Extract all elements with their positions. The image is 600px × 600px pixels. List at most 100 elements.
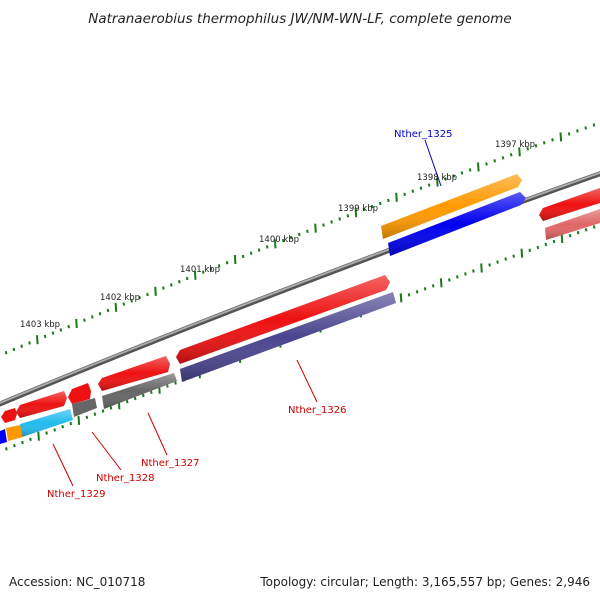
outer-scale-minor-tick — [387, 198, 390, 203]
outer-scale-major-tick — [518, 147, 521, 157]
label-nther-1328[interactable]: Nther_1328 — [96, 473, 154, 484]
outer-scale-minor-tick — [146, 292, 149, 297]
label-nther-1327[interactable]: Nther_1327 — [141, 458, 199, 469]
gene-labels: Nther_1325 Nther_1326 Nther_1327 Nther_1… — [47, 129, 452, 500]
outer-scale-minor-tick — [67, 325, 70, 329]
outer-scale-minor-tick — [12, 347, 16, 352]
outer-scale-major-tick — [193, 270, 197, 280]
outer-scale-major-tick — [154, 286, 157, 296]
inner-scale-minor-tick — [109, 406, 113, 410]
scale-label-1402: 1402 kbp — [100, 293, 140, 303]
topology-text: Topology: circular; Length: 3,165,557 bp… — [259, 575, 590, 589]
inner-scale-major-tick — [560, 234, 564, 244]
inner-scale-minor-tick — [552, 239, 556, 244]
gene-nther-1328-forward[interactable] — [68, 383, 91, 404]
outer-scale-minor-tick — [281, 239, 285, 243]
inner-scale-minor-tick — [568, 234, 572, 238]
outer-scale-minor-tick — [460, 171, 464, 175]
outer-scale-major-tick — [273, 239, 277, 249]
gene-gray-small[interactable] — [72, 398, 97, 417]
outer-scale-minor-tick — [330, 220, 333, 224]
inner-scale-minor-tick — [133, 396, 137, 401]
leader-nther-1326 — [296, 359, 318, 403]
inner-scale-minor-tick — [45, 431, 48, 435]
outer-scale-minor-tick — [170, 283, 173, 287]
outer-scale-minor-tick — [444, 177, 447, 181]
outer-scale-minor-tick — [468, 168, 472, 172]
outer-scale-minor-tick — [419, 186, 423, 190]
leader-nther-1329 — [52, 443, 74, 487]
outer-scale-minor-tick — [138, 296, 141, 300]
leader-nther-1328 — [91, 431, 122, 471]
outer-scale-minor-tick — [59, 328, 63, 332]
inner-scale-minor-tick — [21, 440, 24, 445]
inner-scale-minor-tick — [472, 269, 475, 273]
outer-scale-minor-tick — [584, 126, 587, 130]
inner-scale-minor-tick — [584, 228, 588, 232]
outer-scale-major-tick — [395, 192, 398, 202]
gene-leader-lines — [52, 139, 442, 487]
inner-scale-minor-tick — [142, 393, 145, 398]
inner-scale-major-tick — [37, 431, 40, 441]
outer-scale-major-tick — [477, 162, 480, 172]
scale-label-1399: 1399 kbp — [338, 204, 378, 214]
inner-scale-minor-tick — [448, 278, 451, 282]
gene-shading — [16, 174, 600, 437]
outer-scale-minor-tick — [403, 192, 406, 196]
inner-scale-minor-tick — [125, 400, 129, 404]
inner-scale-minor-tick — [150, 390, 153, 394]
outer-scale-minor-tick — [322, 223, 325, 227]
inner-scale-minor-tick — [423, 287, 427, 291]
scale-label-1398: 1398 kbp — [417, 173, 457, 183]
outer-scale-minor-tick — [379, 201, 382, 206]
map-title: Natranaerobius thermophilus JW/NM-WN-LF,… — [88, 11, 511, 27]
inner-scale-minor-tick — [13, 444, 16, 448]
outer-scale-minor-tick — [130, 299, 133, 303]
inner-scale-minor-tick — [512, 254, 515, 258]
outer-scale-minor-tick — [567, 132, 571, 136]
label-nther-1325[interactable]: Nther_1325 — [394, 129, 452, 140]
outer-scale-major-tick — [114, 302, 118, 312]
leader-nther-1325 — [424, 139, 442, 187]
outer-scale-minor-tick — [427, 183, 431, 187]
inner-scale-minor-tick — [101, 409, 105, 413]
scale-labels: 1397 kbp 1398 kbp 1399 kbp 1400 kbp 1401… — [20, 140, 535, 330]
outer-scale-minor-tick — [106, 308, 110, 313]
label-nther-1326[interactable]: Nther_1326 — [288, 405, 346, 416]
outer-scale-minor-tick — [452, 174, 455, 178]
outer-scale-minor-tick — [209, 267, 213, 271]
outer-scale-minor-tick — [592, 123, 596, 127]
outer-scale-minor-tick — [217, 264, 221, 268]
outer-scale-minor-tick — [362, 207, 366, 212]
label-nther-1329[interactable]: Nther_1329 — [47, 489, 105, 500]
inner-scale-major-tick — [439, 278, 443, 288]
outer-scale-minor-tick — [534, 144, 538, 148]
gene-forward-left-edge[interactable] — [1, 408, 17, 423]
outer-scale-minor-tick — [542, 141, 546, 145]
outer-scale-minor-tick — [4, 351, 8, 355]
outer-scale-minor-tick — [526, 147, 529, 151]
inner-scale-minor-tick — [61, 425, 64, 429]
inner-scale-minor-tick — [592, 225, 596, 229]
inner-scale-minor-tick — [504, 257, 507, 261]
outer-scale-minor-tick — [411, 189, 415, 193]
outer-scale-minor-tick — [576, 129, 579, 133]
inner-scale-minor-tick — [407, 293, 411, 297]
inner-scale-minor-tick — [53, 428, 56, 432]
outer-scale-minor-tick — [91, 315, 94, 319]
outer-scale-major-tick — [314, 223, 317, 233]
outer-scale-minor-tick — [43, 334, 47, 339]
outer-scale-minor-tick — [98, 312, 102, 316]
inner-scale-minor-tick — [29, 437, 32, 441]
gene-blue-edge[interactable] — [0, 429, 7, 444]
outer-scale-minor-tick — [185, 276, 189, 281]
outer-scale-minor-tick — [551, 138, 554, 142]
outer-scale-minor-tick — [346, 214, 350, 218]
gene-orange-small[interactable] — [6, 425, 23, 441]
outer-scale-minor-tick — [201, 270, 205, 274]
inner-scale-minor-tick — [415, 290, 419, 294]
outer-scale-major-tick — [559, 132, 563, 142]
outer-scale-minor-tick — [306, 229, 309, 233]
outer-scale-minor-tick — [249, 251, 253, 255]
